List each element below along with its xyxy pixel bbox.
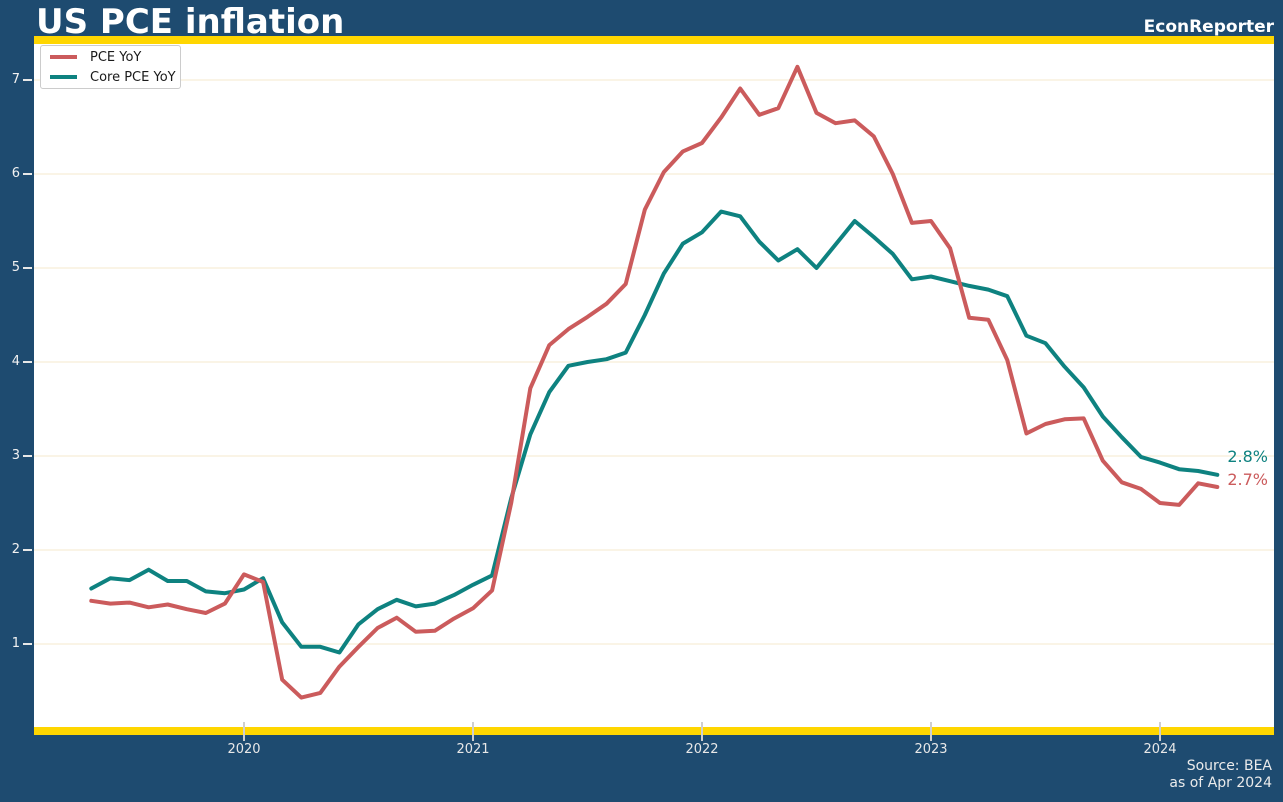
legend-label-core-pce-yoy: Core PCE YoY <box>90 69 176 85</box>
accent-bar-top <box>34 36 1274 44</box>
x-tick-mark <box>930 722 932 741</box>
y-tick-mark <box>23 361 32 363</box>
y-tick-mark <box>23 79 32 81</box>
core-pce-yoy-line <box>89 209 1220 655</box>
y-tick-label: 6 <box>11 166 20 181</box>
pce-yoy-line <box>89 64 1220 700</box>
plot-area: PCE YoY Core PCE YoY <box>34 44 1274 727</box>
legend-label-pce-yoy: PCE YoY <box>90 49 142 65</box>
x-tick-mark <box>243 722 245 741</box>
legend: PCE YoY Core PCE YoY <box>40 45 181 89</box>
x-tick-label: 2022 <box>685 742 719 757</box>
x-tick-mark <box>1159 722 1161 741</box>
source-attribution: Source: BEA as of Apr 2024 <box>1169 758 1272 792</box>
y-tick-mark <box>23 455 32 457</box>
x-tick-label: 2020 <box>227 742 261 757</box>
x-tick-label: 2024 <box>1143 742 1177 757</box>
y-tick-label: 3 <box>11 448 20 463</box>
x-tick-label: 2023 <box>914 742 948 757</box>
legend-item-pce-yoy: PCE YoY <box>41 47 180 67</box>
end-value-label-pce: 2.7% <box>1227 470 1268 489</box>
y-tick-label: 5 <box>11 260 20 275</box>
accent-bar-bottom <box>34 727 1274 735</box>
y-tick-label: 4 <box>11 354 20 369</box>
core-pce-yoy-swatch <box>50 75 77 79</box>
x-tick-mark <box>701 722 703 741</box>
as-of-date: as of Apr 2024 <box>1169 775 1272 791</box>
y-tick-mark <box>23 173 32 175</box>
y-tick-mark <box>23 643 32 645</box>
x-tick-mark <box>472 722 474 741</box>
y-tick-mark <box>23 267 32 269</box>
y-tick-label: 2 <box>11 542 20 557</box>
y-tick-label: 7 <box>11 72 20 87</box>
legend-item-core-pce-yoy: Core PCE YoY <box>41 67 180 87</box>
y-tick-mark <box>23 549 32 551</box>
page-title: US PCE inflation <box>36 2 345 42</box>
x-tick-label: 2021 <box>456 742 490 757</box>
pce-yoy-swatch <box>50 55 77 59</box>
y-tick-label: 1 <box>11 636 20 651</box>
end-value-label-core: 2.8% <box>1227 447 1268 466</box>
source-line: Source: BEA <box>1186 758 1272 774</box>
brand-logo-text: EconReporter <box>1143 17 1274 37</box>
plot-svg <box>34 64 1274 700</box>
